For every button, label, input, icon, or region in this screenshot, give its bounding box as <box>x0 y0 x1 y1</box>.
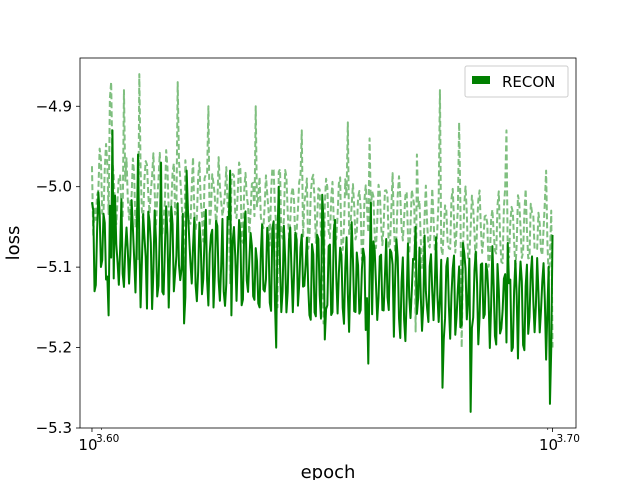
x-axis-label: epoch <box>301 462 356 480</box>
legend-swatch <box>472 76 490 84</box>
plot-frame <box>79 57 577 429</box>
y-tick-label: −4.9 <box>36 97 72 115</box>
legend-box <box>464 65 569 98</box>
x-axis: 103.60 103.70 <box>78 428 580 454</box>
x-tick-label: 10 <box>78 436 97 454</box>
x-tick-label: 10 <box>539 436 558 454</box>
y-axis-label: loss <box>3 226 24 261</box>
y-axis: −5.3 −5.2 −5.1 −5.0 −4.9 <box>36 97 80 437</box>
legend-label: RECON <box>502 73 555 91</box>
y-tick-label: −5.3 <box>36 419 72 437</box>
x-tick-exponent: 3.60 <box>96 433 119 445</box>
series-layer <box>90 73 554 413</box>
y-tick-label: −5.2 <box>36 339 72 357</box>
legend: RECON <box>464 65 569 98</box>
x-tick-exponent: 3.70 <box>557 433 580 445</box>
series-line-recon <box>90 129 554 413</box>
y-tick-label: −5.1 <box>36 258 72 276</box>
y-tick-label: −5.0 <box>36 178 72 196</box>
